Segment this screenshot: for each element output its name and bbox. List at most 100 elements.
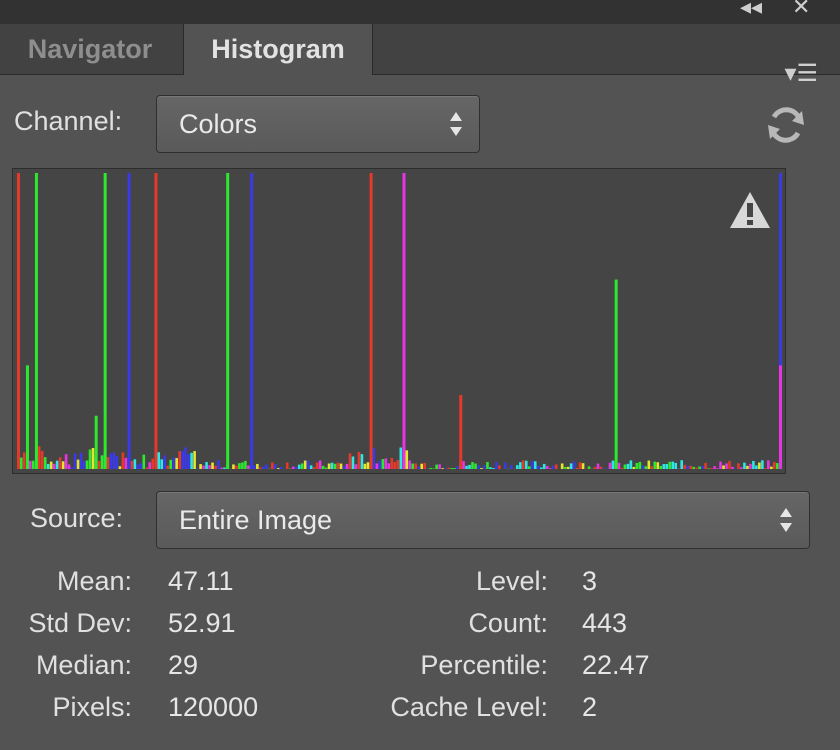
histogram-bin	[441, 468, 444, 469]
percentile-value: 22.47	[582, 650, 650, 680]
histogram-bin	[641, 465, 645, 469]
histogram-bin	[725, 463, 728, 469]
histogram-bin	[82, 461, 86, 469]
histogram-bin	[339, 463, 343, 469]
histogram-bin	[755, 465, 758, 469]
histogram-bin	[519, 462, 522, 469]
tab-histogram[interactable]: Histogram	[183, 24, 373, 75]
histogram-bin	[632, 466, 636, 469]
histogram-bin	[560, 463, 564, 469]
histogram-bin	[563, 466, 567, 469]
panel-menu-icon[interactable]: ▾☰	[784, 60, 818, 87]
histogram-bin	[620, 467, 624, 469]
histogram-bin	[707, 468, 710, 469]
histogram-bin	[465, 465, 468, 469]
histogram-bin	[70, 467, 74, 469]
histogram-bin	[548, 468, 552, 469]
histogram-bin	[106, 457, 110, 469]
histogram-bin	[160, 459, 164, 469]
source-value: Entire Image	[179, 505, 333, 535]
histogram-bin	[321, 465, 325, 469]
histogram-bin	[208, 465, 211, 469]
histogram-bin	[659, 465, 663, 469]
histogram-spike-3	[779, 365, 782, 469]
histogram-bin	[205, 462, 208, 469]
histogram-bin	[172, 457, 175, 469]
histogram-bin	[318, 460, 322, 469]
histogram-bin	[28, 460, 32, 469]
histogram-bin	[749, 463, 752, 469]
cache-level-value: 2	[582, 692, 598, 722]
histogram-bin	[429, 467, 432, 469]
histogram-bin	[223, 467, 226, 469]
collapse-icon[interactable]: ◂◂	[740, 0, 763, 19]
histogram-bin	[136, 464, 140, 469]
histogram-bin	[91, 448, 95, 469]
histogram-bin	[761, 460, 764, 469]
warning-icon[interactable]	[728, 190, 772, 230]
histogram-bin	[617, 462, 621, 469]
histogram-bin	[247, 465, 250, 469]
histogram-bin	[399, 447, 403, 469]
histogram-bin	[489, 467, 492, 469]
histogram-bin	[31, 460, 35, 469]
histogram-bin	[504, 462, 507, 469]
histogram-bin	[569, 463, 573, 469]
histogram-bin	[587, 466, 591, 469]
histogram-bin	[273, 464, 277, 469]
pixels-value: 120000	[168, 692, 259, 722]
histogram-bin	[22, 452, 26, 469]
std-dev-value: 52.91	[168, 608, 236, 638]
histogram-bin	[259, 467, 262, 469]
histogram-bin	[294, 466, 298, 469]
histogram-bin	[330, 462, 334, 469]
histogram-bin	[142, 454, 146, 469]
tab-navigator[interactable]: Navigator	[27, 34, 153, 64]
histogram-bin	[686, 465, 689, 469]
histogram-bin	[262, 466, 265, 469]
histogram-bin	[477, 464, 480, 469]
histogram-bin	[49, 461, 53, 469]
histogram-spike-0	[369, 173, 373, 469]
histogram-spike-1	[614, 279, 618, 469]
histogram-bin	[67, 464, 71, 469]
histogram-bin	[157, 452, 161, 469]
histogram-bin	[145, 467, 149, 469]
histogram-bin	[312, 467, 316, 469]
histogram-bin	[285, 462, 289, 469]
select-arrows-icon	[780, 508, 792, 532]
histogram-bin	[495, 462, 498, 469]
histogram-spike-1	[226, 173, 230, 469]
histogram-bin	[713, 466, 716, 469]
histogram-bin	[695, 467, 698, 469]
histogram-bin	[253, 465, 256, 469]
histogram-bin	[554, 464, 558, 469]
histogram-bin	[235, 465, 238, 469]
histogram-bin	[324, 467, 328, 469]
source-select[interactable]: Entire Image	[156, 491, 810, 549]
histogram-bin	[169, 459, 172, 469]
histogram-bin	[656, 462, 660, 469]
close-icon[interactable]: ✕	[792, 0, 811, 19]
histogram-bin	[728, 460, 731, 469]
histogram-bin	[626, 463, 630, 469]
histogram-bin	[184, 447, 187, 469]
histogram-bin	[333, 463, 337, 469]
histogram-bin	[647, 460, 651, 469]
channel-value: Colors	[179, 109, 258, 139]
histogram-bin	[378, 460, 382, 469]
pixels-label: Pixels:	[52, 692, 132, 722]
histogram-bin	[668, 461, 672, 469]
histogram-bin	[770, 466, 773, 469]
histogram-bin	[453, 468, 456, 469]
histogram-bin	[348, 453, 352, 469]
refresh-icon[interactable]	[764, 103, 808, 147]
histogram-bin	[217, 460, 220, 469]
histogram-bin	[303, 460, 307, 469]
histogram-bin	[232, 464, 235, 469]
histogram-bin	[118, 466, 122, 469]
channel-select[interactable]: Colors	[156, 95, 480, 153]
histogram-bin	[85, 460, 89, 469]
histogram-bin	[202, 465, 205, 469]
histogram-bin	[342, 466, 346, 469]
